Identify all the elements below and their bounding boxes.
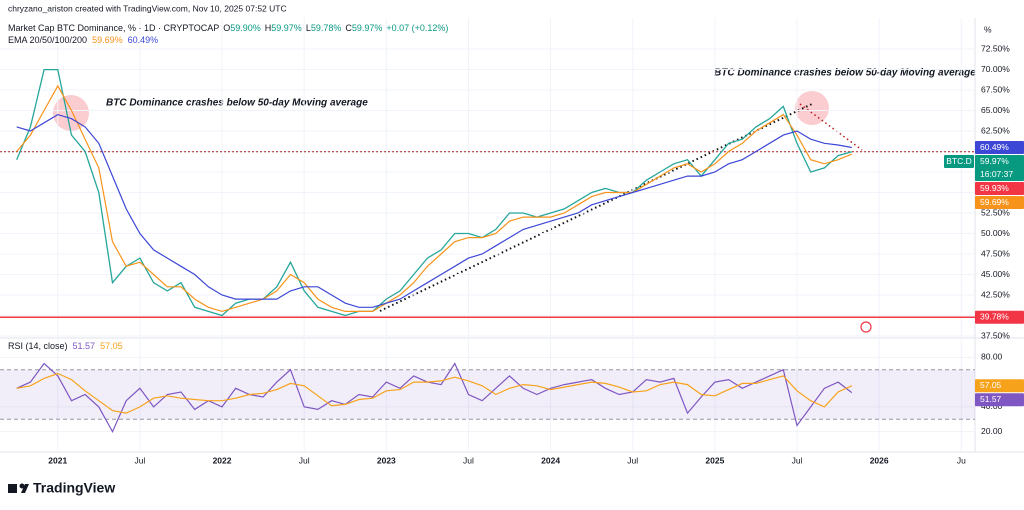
y-tick-label: 65.00% xyxy=(981,105,1010,115)
legend: Market Cap BTC Dominance, % · 1D · CRYPT… xyxy=(8,23,448,33)
y-tick-label: 70.00% xyxy=(981,64,1010,74)
quote-key: O xyxy=(223,23,230,33)
annotation: BTC Dominance crashes below 50-day Movin… xyxy=(106,98,368,109)
logo-mark xyxy=(19,483,25,489)
series-line xyxy=(16,84,853,313)
legend-title: RSI (14, close) xyxy=(8,341,68,351)
x-tick-label: 2021 xyxy=(48,455,67,465)
legend-value: 60.49% xyxy=(128,35,159,45)
countdown: 16:07:37 xyxy=(980,169,1013,179)
series-line xyxy=(16,113,852,308)
legend: RSI (14, close) 51.57 57.05 xyxy=(8,341,123,351)
y-tick-label: 67.50% xyxy=(981,84,1010,94)
y-tick-label: 37.50% xyxy=(981,330,1010,340)
legend-value: 59.69% xyxy=(92,35,123,45)
quote-value: 59.97% xyxy=(271,23,302,33)
quote-value: 59.97% xyxy=(352,23,383,33)
price-label-box xyxy=(975,155,1024,182)
price-label: 39.78% xyxy=(980,312,1009,322)
y-tick-label: 72.50% xyxy=(981,43,1010,53)
price-label: 51.57 xyxy=(980,394,1002,404)
x-tick-label: Ju xyxy=(957,455,966,465)
symbol-label: BTC.D xyxy=(946,156,972,166)
price-label: 57.05 xyxy=(980,380,1002,390)
price-label-box xyxy=(975,379,1024,393)
annotation: BTC Dominance crashes below 50-day Movin… xyxy=(714,68,976,79)
y-tick-label: 62.50% xyxy=(981,125,1010,135)
price-label-box xyxy=(975,182,1024,196)
legend-title: Market Cap BTC Dominance, % · 1D · CRYPT… xyxy=(8,23,219,33)
quote-value: 59.78% xyxy=(311,23,342,33)
legend-value: 57.05 xyxy=(100,341,123,351)
x-tick-label: 2023 xyxy=(377,455,396,465)
y-tick-label: 45.00% xyxy=(981,269,1010,279)
price-label-box xyxy=(975,393,1024,407)
series-line xyxy=(16,362,853,434)
price-label-box xyxy=(975,310,1024,324)
price-label: 59.97% xyxy=(980,156,1009,166)
price-label-box xyxy=(975,141,1024,155)
quote-change: +0.07 (+0.12%) xyxy=(386,23,448,33)
x-tick-label: Jul xyxy=(134,455,145,465)
quote-key: C xyxy=(345,23,352,33)
series-line xyxy=(16,372,853,414)
x-tick-label: 2022 xyxy=(213,455,232,465)
price-label: 60.49% xyxy=(980,142,1009,152)
y-unit: % xyxy=(984,24,992,34)
rsi-band xyxy=(0,369,975,420)
price-label-box xyxy=(975,196,1024,210)
price-label: 59.93% xyxy=(980,183,1009,193)
price-label: 59.69% xyxy=(980,197,1009,207)
x-tick-label: Jul xyxy=(792,455,803,465)
x-tick-label: Jul xyxy=(463,455,474,465)
legend-value: 51.57 xyxy=(73,341,96,351)
x-tick-label: Jul xyxy=(299,455,310,465)
quote-value: 59.90% xyxy=(230,23,261,33)
x-tick-label: 2025 xyxy=(705,455,724,465)
x-tick-label: 2024 xyxy=(541,455,560,465)
logo-text: TradingView xyxy=(33,480,115,496)
series-line xyxy=(16,68,852,317)
trend-line xyxy=(379,103,813,312)
y-tick-label: 42.50% xyxy=(981,289,1010,299)
credit: chryzano_ariston created with TradingVie… xyxy=(8,3,287,13)
logo: TradingView xyxy=(8,480,115,496)
logo-mark xyxy=(21,484,29,493)
logo-mark xyxy=(8,484,17,493)
highlight-circle xyxy=(795,91,829,125)
quote-key: H xyxy=(265,23,272,33)
x-tick-label: Jul xyxy=(627,455,638,465)
quote-key: L xyxy=(306,23,311,33)
y-tick-label: 52.50% xyxy=(981,207,1010,217)
y-tick-label: 80.00 xyxy=(981,352,1003,362)
legend: EMA 20/50/100/200 59.69% 60.49% xyxy=(8,35,158,45)
symbol-box xyxy=(944,155,974,169)
indicator-name: EMA 20/50/100/200 xyxy=(8,35,87,45)
highlight-circle xyxy=(53,95,89,131)
y-tick-label: 47.50% xyxy=(981,248,1010,258)
y-tick-label: 50.00% xyxy=(981,228,1010,238)
y-tick-label: 20.00 xyxy=(981,426,1003,436)
x-tick-label: 2026 xyxy=(870,455,889,465)
trend-line xyxy=(799,103,863,151)
event-icon[interactable] xyxy=(860,321,872,333)
